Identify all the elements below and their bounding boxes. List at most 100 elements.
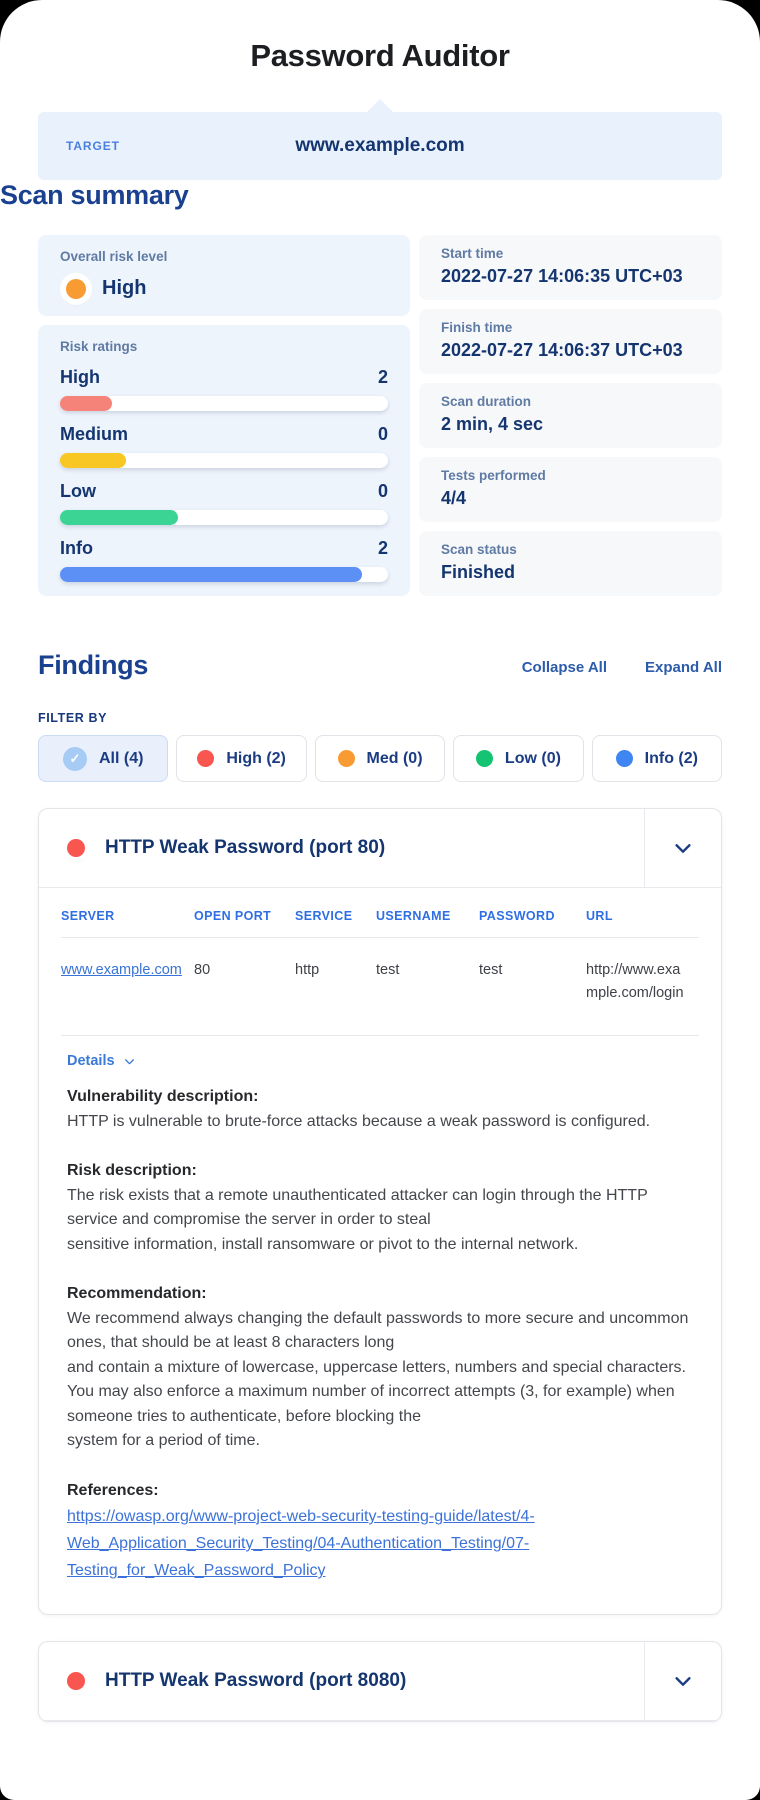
- cell-username: test: [376, 937, 479, 1036]
- details-label: Details: [67, 1053, 115, 1069]
- risk-row-medium: Medium 0: [60, 424, 388, 468]
- reference-link[interactable]: https://owasp.org/www-project-web-securi…: [67, 1508, 535, 1579]
- risk-row-info: Info 2: [60, 538, 388, 582]
- overall-risk-dot: [66, 278, 86, 299]
- filter-chip-label: High (2): [226, 749, 286, 767]
- finding-card-header[interactable]: HTTP Weak Password (port 8080): [39, 1642, 721, 1721]
- finding-card-header-main: HTTP Weak Password (port 8080): [39, 1642, 644, 1720]
- page-title: Password Auditor: [250, 38, 510, 73]
- summary-card-value: Finished: [441, 562, 516, 582]
- severity-dot-icon: [337, 750, 355, 767]
- summary-card-value: 2022-07-27 14:06:37 UTC+03: [441, 340, 683, 360]
- risk-progress-fill: [60, 453, 126, 468]
- summary-card-label: Scan duration: [441, 394, 532, 409]
- filter-chip-label: All (4): [98, 749, 144, 767]
- table-body: www.example.com 80 http test test http://www.…: [61, 937, 699, 1036]
- column-header-url: URL: [586, 888, 699, 938]
- risk-count: 0: [377, 481, 388, 501]
- risk-label: Medium: [60, 424, 129, 444]
- findings-heading: Findings: [38, 650, 149, 680]
- risk-progress-track: [60, 567, 388, 582]
- finding-card-header-main: HTTP Weak Password (port 80): [39, 809, 644, 887]
- filter-by-label: FILTER BY: [38, 711, 108, 725]
- risk-row-head: High 2: [60, 367, 388, 388]
- overall-risk-card: Overall risk level High: [38, 235, 410, 316]
- collapse-toggle-button[interactable]: [644, 809, 721, 887]
- summary-right-column: Start time 2022-07-27 14:06:35 UTC+03 Fini…: [419, 235, 722, 596]
- finding-description: Vulnerability description: HTTP is vulne…: [39, 1071, 721, 1614]
- filter-chip-med[interactable]: Med (0): [314, 735, 446, 782]
- risk-ratings-rows: High 2 Medium 0 Low 0 Info 2: [60, 367, 388, 582]
- risk-label: Info: [60, 538, 93, 558]
- finding-card-port-80: HTTP Weak Password (port 80) SERVER OPEN …: [38, 808, 722, 1615]
- table-row: www.example.com 80 http test test http://www.…: [61, 937, 699, 1036]
- target-label: TARGET: [66, 139, 120, 153]
- risk-row-head: Info 2: [60, 538, 388, 559]
- cell-open-port: 80: [194, 937, 295, 1036]
- overall-risk-label: Overall risk level: [60, 249, 168, 264]
- risk-progress-track: [60, 510, 388, 525]
- severity-dot-icon: [475, 750, 493, 767]
- summary-card-value: 2 min, 4 sec: [441, 414, 544, 434]
- bulk-actions: Collapse All Expand All: [522, 659, 722, 681]
- summary-card-label: Scan status: [441, 542, 517, 557]
- overall-risk-row: High: [60, 273, 388, 302]
- risk-count: 2: [377, 367, 388, 387]
- expand-all-button[interactable]: Expand All: [645, 659, 722, 676]
- cell-url: http://www.example.com/login: [586, 937, 699, 1036]
- filter-chip-low[interactable]: Low (0): [453, 735, 584, 782]
- column-header-server: SERVER: [61, 888, 194, 938]
- filter-chip-all[interactable]: ✓ All (4): [38, 735, 169, 782]
- filter-chip-label: Med (0): [366, 749, 423, 767]
- table-header-row: SERVER OPEN PORT SERVICE USERNAME PASSWORD UR…: [61, 888, 699, 938]
- risk-ratings-label: Risk ratings: [60, 339, 138, 354]
- risk-progress-track: [60, 396, 388, 411]
- finding-title: HTTP Weak Password (port 80): [105, 837, 386, 858]
- cell-service: http: [295, 937, 376, 1036]
- risk-row-high: High 2: [60, 367, 388, 411]
- severity-dot-icon: [197, 750, 215, 767]
- risk-label: Low: [60, 481, 96, 501]
- server-link[interactable]: www.example.com: [61, 962, 182, 978]
- summary-card-tests-performed: Tests performed 4/4: [419, 457, 722, 522]
- filter-chip-info[interactable]: Info (2): [591, 735, 723, 782]
- column-header-username: USERNAME: [376, 888, 479, 938]
- cell-password: test: [479, 937, 586, 1036]
- cell-server: www.example.com: [61, 937, 194, 1036]
- finding-card-header[interactable]: HTTP Weak Password (port 80): [39, 809, 721, 888]
- filter-chip-label: Info (2): [644, 749, 698, 767]
- collapse-toggle-button[interactable]: [644, 1642, 721, 1720]
- risk-ratings-card: Risk ratings High 2 Medium 0 Low 0 Info 2: [38, 325, 410, 596]
- scan-summary-heading: Scan summary: [0, 180, 189, 210]
- summary-card-label: Finish time: [441, 320, 513, 335]
- chevron-down-icon: [675, 844, 691, 853]
- details-toggle[interactable]: Details: [67, 1053, 136, 1069]
- severity-high-dot: [67, 1672, 85, 1690]
- severity-high-dot: [67, 839, 85, 857]
- summary-card-value: 2022-07-27 14:06:35 UTC+03: [441, 266, 683, 286]
- filter-chip-label: Low (0): [504, 749, 561, 767]
- scan-summary-grid: Overall risk level High Risk ratings Hig…: [38, 235, 722, 596]
- findings-header-row: Findings Collapse All Expand All: [38, 650, 722, 681]
- summary-left-column: Overall risk level High Risk ratings Hig…: [38, 235, 410, 596]
- finding-card-port-8080: HTTP Weak Password (port 8080): [38, 1641, 722, 1722]
- severity-dot-icon: [615, 750, 633, 767]
- column-header-open-port: OPEN PORT: [194, 888, 295, 938]
- summary-card-scan-status: Scan status Finished: [419, 531, 722, 596]
- target-notch: [365, 99, 395, 114]
- description-paragraph-heading: Recommendation:: [67, 1285, 207, 1302]
- collapse-all-button[interactable]: Collapse All: [521, 659, 608, 676]
- filter-chip-high[interactable]: High (2): [176, 735, 307, 782]
- summary-card-label: Tests performed: [441, 468, 546, 483]
- summary-card-start-time: Start time 2022-07-27 14:06:35 UTC+03: [419, 235, 722, 300]
- filter-chips: ✓ All (4) High (2) Med (0) Low (0) Info (2): [38, 735, 723, 782]
- risk-progress-fill: [60, 567, 362, 582]
- risk-progress-fill: [60, 510, 179, 525]
- check-icon: ✓: [62, 746, 87, 771]
- target-value: www.example.com: [295, 135, 465, 156]
- risk-row-head: Medium 0: [60, 424, 388, 445]
- risk-count: 0: [377, 424, 388, 444]
- description-paragraph: Recommendation: We recommend always chan…: [67, 1285, 689, 1449]
- overall-risk-value: High: [102, 277, 147, 299]
